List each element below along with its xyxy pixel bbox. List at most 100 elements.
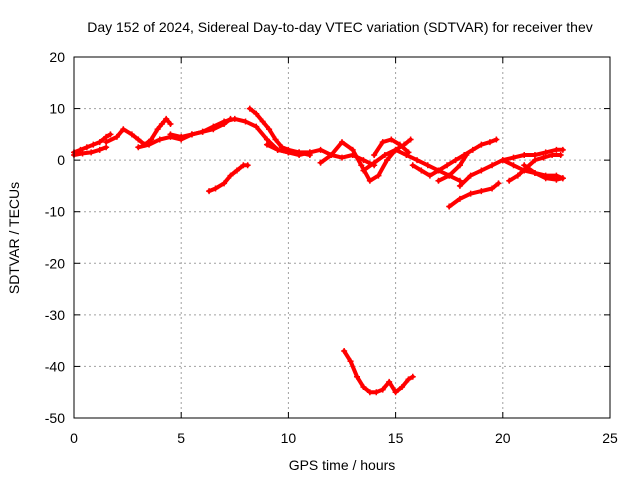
x-tick-label: 15 — [388, 430, 404, 446]
series-arc6 — [206, 162, 251, 195]
data-point — [221, 180, 228, 187]
data-point — [510, 154, 517, 161]
data-point — [405, 376, 412, 383]
data-point — [542, 175, 549, 182]
data-point — [227, 172, 234, 179]
data-point — [221, 118, 228, 125]
y-axis-ticks: -50 -40 -30 -20 -10 0 10 20 — [45, 49, 610, 426]
data-point — [371, 151, 378, 158]
data-point — [354, 373, 361, 380]
data-point — [456, 195, 463, 202]
data-point — [199, 128, 206, 135]
data-point — [409, 162, 416, 169]
data-point — [446, 172, 453, 179]
series-arc15 — [456, 146, 566, 189]
data-point — [489, 162, 496, 169]
data-point — [128, 131, 135, 138]
data-point — [426, 172, 433, 179]
data-point — [107, 131, 114, 138]
data-point — [274, 146, 281, 153]
data-point — [510, 162, 517, 169]
data-point — [495, 180, 502, 187]
data-point — [435, 167, 442, 174]
series-arc1 — [71, 131, 114, 156]
data-point — [306, 149, 313, 156]
data-point — [317, 146, 324, 153]
x-tick-label: 25 — [602, 430, 618, 446]
data-point — [154, 126, 161, 133]
data-point — [375, 172, 382, 179]
x-tick-label: 20 — [495, 430, 511, 446]
data-point — [467, 172, 474, 179]
data-point — [103, 133, 110, 140]
data-point — [96, 146, 103, 153]
data-point — [296, 151, 303, 158]
data-point — [521, 151, 528, 158]
grid — [74, 57, 610, 418]
data-point — [386, 378, 393, 385]
data-point — [559, 146, 566, 153]
series-arc17 — [506, 151, 564, 184]
series-arc12 — [409, 136, 500, 179]
data-point — [456, 182, 463, 189]
data-point — [263, 136, 270, 143]
data-point — [135, 144, 142, 151]
y-axis-label: SDTVAR / TECUs — [6, 182, 22, 294]
data-point — [392, 146, 399, 153]
data-point — [167, 131, 174, 138]
data-point — [339, 154, 345, 161]
x-tick-label: 0 — [70, 430, 78, 446]
data-point — [349, 146, 356, 153]
data-point — [83, 144, 90, 151]
data-point — [360, 167, 367, 174]
series-arc13 — [435, 151, 470, 184]
data-point — [373, 389, 380, 396]
data-point — [158, 121, 165, 128]
data-point — [328, 151, 335, 158]
data-point — [463, 151, 470, 158]
data-point — [553, 146, 560, 153]
data-point — [557, 151, 564, 158]
data-point — [489, 185, 496, 192]
data-point — [347, 358, 354, 365]
data-point — [120, 126, 127, 133]
series-arc19 — [341, 347, 416, 396]
data-point — [506, 177, 513, 184]
data-point — [339, 139, 345, 146]
y-tick-label: -30 — [45, 307, 65, 323]
data-point — [478, 141, 485, 148]
y-tick-label: -20 — [45, 255, 65, 271]
data-point — [384, 157, 391, 164]
data-point — [96, 139, 103, 146]
x-tick-label: 10 — [281, 430, 297, 446]
y-tick-label: 0 — [57, 152, 65, 168]
x-axis-ticks: 0 5 10 15 20 25 — [70, 57, 618, 446]
data-point — [452, 157, 459, 164]
data-point — [435, 177, 442, 184]
data-point — [424, 162, 431, 169]
data-marks — [71, 105, 566, 396]
data-point — [531, 151, 538, 158]
series-arc14 — [446, 180, 502, 210]
data-point — [467, 190, 474, 197]
data-point — [418, 167, 425, 174]
data-point — [553, 176, 560, 183]
data-point — [521, 162, 528, 169]
chart-title: Day 152 of 2024, Sidereal Day-to-day VTE… — [87, 19, 593, 35]
data-point — [163, 115, 170, 122]
x-axis-label: GPS time / hours — [289, 457, 396, 473]
plot-frame — [73, 56, 611, 419]
data-point — [266, 126, 273, 133]
data-point — [246, 105, 253, 112]
data-point — [263, 141, 270, 148]
data-point — [366, 389, 373, 396]
series-arc4 — [135, 115, 234, 151]
data-point — [444, 162, 451, 169]
data-point — [178, 133, 185, 140]
series-trace — [447, 181, 501, 209]
data-point — [156, 136, 163, 143]
data-point — [379, 386, 386, 393]
data-point — [493, 136, 500, 143]
data-point — [366, 177, 373, 184]
